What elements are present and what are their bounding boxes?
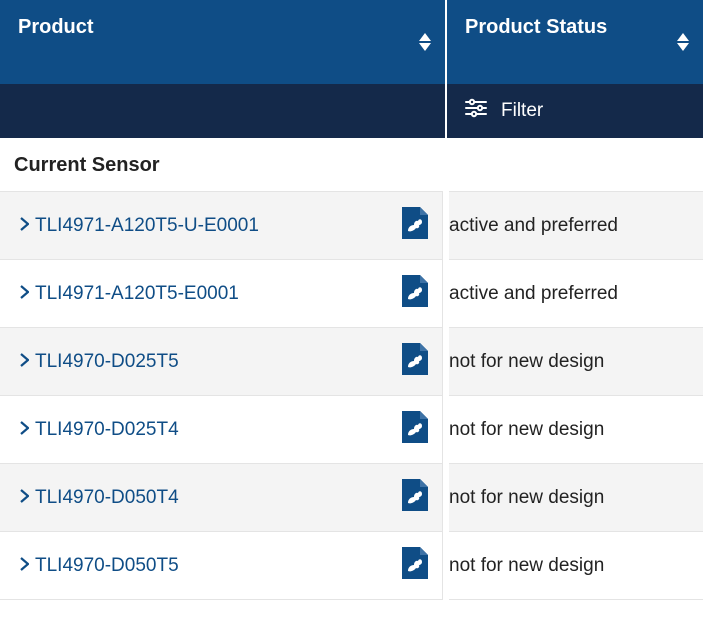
status-cell: not for new design xyxy=(446,464,703,532)
chevron-right-icon xyxy=(20,419,29,440)
status-cell: not for new design xyxy=(446,328,703,396)
chevron-right-icon xyxy=(20,555,29,576)
filter-row: Filter xyxy=(0,84,703,138)
filter-cell-status[interactable]: Filter xyxy=(446,84,703,138)
status-cell: active and preferred xyxy=(446,192,703,260)
product-link[interactable]: TLI4970-D025T5 xyxy=(20,351,179,373)
pdf-icon[interactable] xyxy=(402,207,428,245)
table-row: TLI4970-D050T4 not for new design xyxy=(0,464,703,532)
chevron-right-icon xyxy=(20,487,29,508)
pdf-icon[interactable] xyxy=(402,411,428,449)
table-row: TLI4971-A120T5-E0001 active and preferred xyxy=(0,260,703,328)
table-row: TLI4970-D050T5 not for new design xyxy=(0,532,703,600)
product-name: TLI4970-D050T4 xyxy=(35,487,179,509)
product-link[interactable]: TLI4970-D025T4 xyxy=(20,419,179,441)
pdf-icon[interactable] xyxy=(402,547,428,585)
product-name: TLI4971-A120T5-U-E0001 xyxy=(35,215,259,237)
product-name: TLI4970-D025T5 xyxy=(35,351,179,373)
status-cell: not for new design xyxy=(446,396,703,464)
pdf-icon[interactable] xyxy=(402,479,428,517)
chevron-right-icon xyxy=(20,351,29,372)
column-header-status[interactable]: Product Status xyxy=(446,0,703,84)
product-table: Product Product Status xyxy=(0,0,703,600)
table-header-row: Product Product Status xyxy=(0,0,703,84)
status-cell: active and preferred xyxy=(446,260,703,328)
chevron-right-icon xyxy=(20,283,29,304)
column-header-status-label: Product Status xyxy=(465,16,607,38)
status-cell: not for new design xyxy=(446,532,703,600)
column-header-product[interactable]: Product xyxy=(0,0,446,84)
product-link[interactable]: TLI4970-D050T5 xyxy=(20,555,179,577)
product-name: TLI4970-D050T5 xyxy=(35,555,179,577)
filter-icon xyxy=(465,98,487,124)
column-header-product-label: Product xyxy=(18,16,94,38)
product-link[interactable]: TLI4970-D050T4 xyxy=(20,487,179,509)
product-link[interactable]: TLI4971-A120T5-U-E0001 xyxy=(20,215,259,237)
filter-label: Filter xyxy=(501,100,543,122)
table-row: TLI4970-D025T4 not for new design xyxy=(0,396,703,464)
pdf-icon[interactable] xyxy=(402,343,428,381)
table-row: TLI4970-D025T5 not for new design xyxy=(0,328,703,396)
product-name: TLI4971-A120T5-E0001 xyxy=(35,283,239,305)
category-label: Current Sensor xyxy=(0,138,703,192)
category-row: Current Sensor xyxy=(0,138,703,192)
chevron-right-icon xyxy=(20,215,29,236)
filter-cell-product xyxy=(0,84,446,138)
table-row: TLI4971-A120T5-U-E0001 active and preferr… xyxy=(0,192,703,260)
sort-icon-product[interactable] xyxy=(419,33,431,51)
sort-icon-status[interactable] xyxy=(677,33,689,51)
pdf-icon[interactable] xyxy=(402,275,428,313)
product-link[interactable]: TLI4971-A120T5-E0001 xyxy=(20,283,239,305)
product-name: TLI4970-D025T4 xyxy=(35,419,179,441)
